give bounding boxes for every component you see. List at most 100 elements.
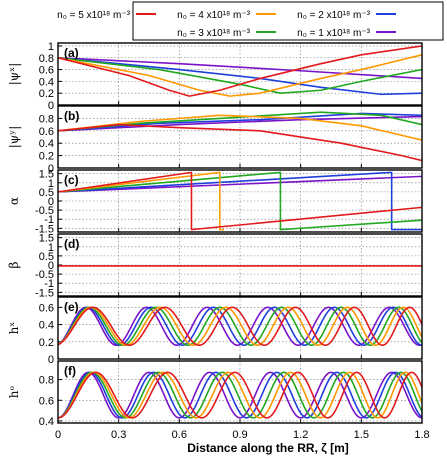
y-tick-label: 0.2 bbox=[39, 337, 54, 349]
series-line bbox=[58, 54, 422, 97]
panel-4: 0 0.2 0.4 0.6 (e) hˣ bbox=[7, 296, 423, 366]
panel-0: 00.20.40.60.81 (a) |ψˣ| bbox=[7, 41, 423, 112]
series-line bbox=[58, 371, 422, 419]
series-line bbox=[58, 56, 422, 94]
series-line bbox=[58, 306, 422, 347]
panel-1: 00.20.40.60.8 (b) |ψʸ| bbox=[7, 105, 423, 175]
y-tick-label: 0 bbox=[48, 100, 54, 112]
y-tick-label: -0.5 bbox=[35, 269, 54, 281]
y-tick-label: 0 bbox=[48, 163, 54, 175]
y-axis-label: α bbox=[7, 197, 21, 205]
series-line bbox=[58, 371, 422, 419]
y-axis-label: |ψʸ| bbox=[7, 126, 21, 149]
x-tick-label: 1.2 bbox=[293, 429, 308, 441]
series-group bbox=[58, 45, 422, 97]
series-line bbox=[58, 114, 422, 141]
y-tick-label: 0 bbox=[48, 260, 54, 272]
y-tick-label: 0.5 bbox=[39, 187, 54, 199]
series-line bbox=[58, 371, 422, 419]
legend-entry-label: n₀ = 2 x10¹⁸ m⁻³ bbox=[297, 10, 371, 21]
y-tick-label: 1 bbox=[48, 41, 54, 53]
series-line bbox=[58, 56, 422, 80]
y-tick-label: 0.4 bbox=[39, 138, 54, 150]
panel-5: 0.4 0.6 0.8 (f) hᵒ bbox=[7, 360, 423, 428]
series-line bbox=[58, 306, 422, 347]
x-tick-label: 1.8 bbox=[414, 429, 429, 441]
y-axis-label: hᵒ bbox=[7, 385, 21, 398]
series-line bbox=[58, 45, 422, 97]
y-tick-label: 1.5 bbox=[39, 169, 54, 181]
series-line bbox=[58, 171, 422, 231]
legend-entry-label: n₀ = 4 x10¹⁸ m⁻³ bbox=[177, 10, 251, 21]
panels: 00.20.40.60.81 (a)|ψˣ|00.20.40.60.8 (b)|ψʸ… bbox=[7, 41, 423, 428]
series-line bbox=[58, 371, 422, 419]
panel-label: (a) bbox=[64, 46, 79, 60]
y-tick-label: 0.6 bbox=[39, 126, 54, 138]
y-tick-label: 0.5 bbox=[39, 251, 54, 263]
y-tick-label: 0.4 bbox=[39, 416, 54, 428]
series-group bbox=[58, 171, 422, 231]
y-axis-label: hˣ bbox=[7, 322, 21, 335]
x-tick-label: 1.5 bbox=[354, 429, 369, 441]
y-tick-label: 1 bbox=[48, 178, 54, 190]
series-line bbox=[58, 306, 422, 347]
panel-label: (c) bbox=[64, 173, 79, 187]
y-tick-label: 0.4 bbox=[39, 76, 54, 88]
series-line bbox=[58, 115, 422, 132]
y-tick-label: -1.5 bbox=[35, 287, 54, 299]
panel-2: -1.5-1-0.500.511.5 (c) α bbox=[7, 169, 423, 235]
series-line bbox=[58, 171, 422, 231]
x-tick-label: 0 bbox=[55, 429, 61, 441]
legend: n₀ = 5 x10¹⁸ m⁻³ n₀ = 4 x10¹⁸ m⁻³ n₀ = 2 x… bbox=[57, 1, 444, 41]
x-tick-label: 0.9 bbox=[232, 429, 247, 441]
y-tick-label: 0.4 bbox=[39, 320, 54, 332]
panel-label: (e) bbox=[64, 300, 79, 314]
y-tick-label: 0.8 bbox=[39, 53, 54, 65]
legend-entry-label: n₀ = 3 x10¹⁸ m⁻³ bbox=[177, 28, 251, 39]
panel-3: -1.5-1-0.500.511.5 (d) β bbox=[7, 233, 423, 299]
series-group bbox=[58, 371, 422, 419]
x-tick-label: 0.3 bbox=[111, 429, 126, 441]
y-tick-label: -1 bbox=[44, 278, 54, 290]
y-axis-label: |ψˣ| bbox=[7, 63, 21, 86]
series-line bbox=[58, 306, 422, 347]
y-tick-label: -0.5 bbox=[35, 205, 54, 217]
plot-frame bbox=[57, 169, 423, 233]
y-tick-label: 0.6 bbox=[39, 395, 54, 407]
plot-frame bbox=[57, 296, 423, 360]
y-tick-label: -1 bbox=[44, 214, 54, 226]
y-tick-label: 0.8 bbox=[39, 375, 54, 387]
legend-box bbox=[132, 1, 444, 41]
y-tick-label: 0.2 bbox=[39, 151, 54, 163]
plot-frame bbox=[57, 105, 423, 169]
series-line bbox=[58, 175, 422, 193]
series-line bbox=[58, 123, 422, 162]
plot-frame bbox=[57, 233, 423, 297]
x-tick-label: 0.6 bbox=[172, 429, 187, 441]
series-line bbox=[58, 371, 422, 419]
y-tick-label: 1.5 bbox=[39, 233, 54, 245]
legend-entry-label: n₀ = 5 x10¹⁸ m⁻³ bbox=[57, 10, 131, 21]
y-tick-label: 0.2 bbox=[39, 88, 54, 100]
panel-label: (d) bbox=[64, 237, 79, 251]
y-tick-label: 0 bbox=[48, 354, 54, 366]
panel-label: (f) bbox=[64, 364, 76, 378]
y-tick-label: 0.6 bbox=[39, 65, 54, 77]
series-line bbox=[58, 56, 422, 96]
series-group bbox=[58, 111, 422, 162]
plot-frame bbox=[57, 360, 423, 424]
legend-entry-label: n₀ = 1 x10¹⁸ m⁻³ bbox=[297, 28, 371, 39]
y-axis-label: β bbox=[7, 261, 21, 268]
series-line bbox=[58, 171, 422, 231]
series-line bbox=[58, 112, 422, 132]
series-line bbox=[58, 171, 224, 231]
y-tick-label: 1 bbox=[48, 242, 54, 254]
y-tick-label: -1.5 bbox=[35, 223, 54, 235]
y-tick-label: 0.6 bbox=[39, 302, 54, 314]
plot-frame bbox=[57, 42, 423, 106]
y-tick-label: 0 bbox=[48, 196, 54, 208]
x-axis-label: Distance along the RR, ζ [m] bbox=[187, 441, 349, 455]
x-axis: 0 0.3 0.6 0.9 1.2 1.5 1.8 bbox=[55, 429, 430, 441]
panel-label: (b) bbox=[64, 109, 79, 123]
